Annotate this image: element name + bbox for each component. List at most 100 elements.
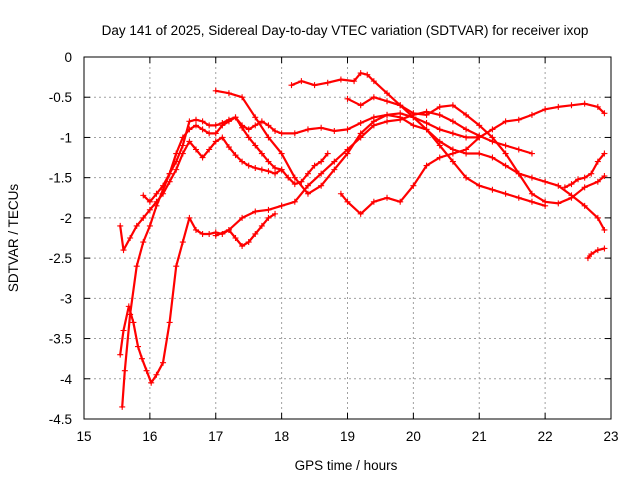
data-point (135, 343, 142, 350)
data-point (120, 327, 127, 334)
data-point (212, 122, 219, 129)
data-point (384, 90, 391, 97)
series-arc-5 (212, 87, 549, 209)
data-point (449, 130, 456, 137)
data-point (192, 226, 199, 233)
data-point (212, 138, 219, 145)
data-point (146, 206, 153, 213)
x-tick-label: 19 (340, 429, 355, 444)
data-point (265, 168, 272, 175)
data-point (173, 158, 180, 165)
data-point (463, 134, 470, 141)
series-arc-10 (584, 245, 608, 262)
data-point (265, 214, 272, 221)
y-tick-label: -4.5 (49, 412, 72, 427)
y-tick-label: -2.5 (49, 251, 72, 266)
data-point (601, 110, 608, 117)
data-point (239, 122, 246, 129)
data-point (528, 111, 535, 118)
data-point (384, 118, 391, 125)
data-point (140, 239, 147, 246)
x-tick-label: 22 (538, 429, 553, 444)
data-point (146, 198, 153, 205)
data-point (232, 235, 239, 241)
x-tick-label: 21 (472, 429, 487, 444)
data-point (364, 71, 371, 78)
data-series (117, 70, 608, 410)
data-point (265, 206, 272, 213)
data-point (436, 111, 443, 118)
data-point (318, 182, 325, 189)
data-point (288, 82, 295, 89)
y-tick-label: -1.5 (49, 171, 72, 186)
data-point (397, 198, 404, 205)
data-point (555, 103, 562, 110)
data-point (252, 230, 259, 237)
data-point (239, 158, 246, 165)
data-point (278, 166, 285, 173)
data-point (127, 311, 134, 318)
data-point (278, 130, 285, 137)
data-point (133, 263, 140, 270)
data-point (173, 150, 180, 157)
data-point (384, 111, 391, 118)
series-line (214, 89, 547, 207)
x-tick-label: 20 (406, 429, 421, 444)
data-point (119, 403, 126, 410)
data-point (436, 154, 443, 161)
data-point (423, 111, 430, 118)
data-point (212, 87, 219, 94)
data-point (568, 181, 575, 188)
series-line (586, 247, 606, 260)
data-point (449, 102, 456, 109)
data-point (265, 158, 272, 165)
data-point (436, 103, 443, 110)
data-point (192, 146, 199, 153)
data-point (225, 226, 232, 233)
data-point (117, 351, 124, 358)
data-point (117, 222, 124, 229)
data-point (318, 124, 325, 131)
data-point (179, 142, 186, 149)
y-tick-label: -4 (60, 372, 72, 387)
data-point (304, 126, 311, 133)
series-arc-1 (117, 210, 279, 386)
data-point (528, 190, 535, 197)
data-point (601, 226, 608, 233)
y-tick-label: -3 (60, 291, 72, 306)
data-point (206, 230, 213, 237)
series-line (290, 71, 606, 232)
data-point (278, 150, 285, 157)
data-point (476, 122, 483, 129)
data-point (173, 263, 180, 270)
data-point (331, 166, 338, 173)
data-point (148, 379, 155, 386)
data-point (206, 146, 213, 153)
data-point (143, 367, 150, 374)
data-point (258, 150, 265, 157)
data-point (146, 222, 153, 229)
data-point (160, 359, 167, 366)
data-point (344, 198, 351, 205)
data-point (423, 119, 430, 126)
data-point (502, 190, 509, 197)
data-point (601, 150, 608, 157)
y-tick-label: -0.5 (49, 90, 72, 105)
data-point (410, 182, 417, 189)
data-point (594, 247, 601, 254)
data-point (357, 119, 364, 126)
data-point (489, 154, 496, 161)
x-axis-label: GPS time / hours (295, 458, 398, 473)
data-point (344, 95, 351, 102)
data-point (166, 178, 173, 185)
data-point (311, 82, 318, 89)
data-point (515, 116, 522, 123)
data-point (285, 174, 292, 181)
data-point (252, 165, 259, 172)
y-tick-label: 0 (64, 50, 72, 65)
data-point (397, 116, 404, 123)
data-point (357, 134, 364, 141)
data-point (357, 102, 364, 109)
y-tick-label: -3.5 (49, 332, 72, 347)
y-axis-label: SDTVAR / TECUs (6, 184, 21, 293)
